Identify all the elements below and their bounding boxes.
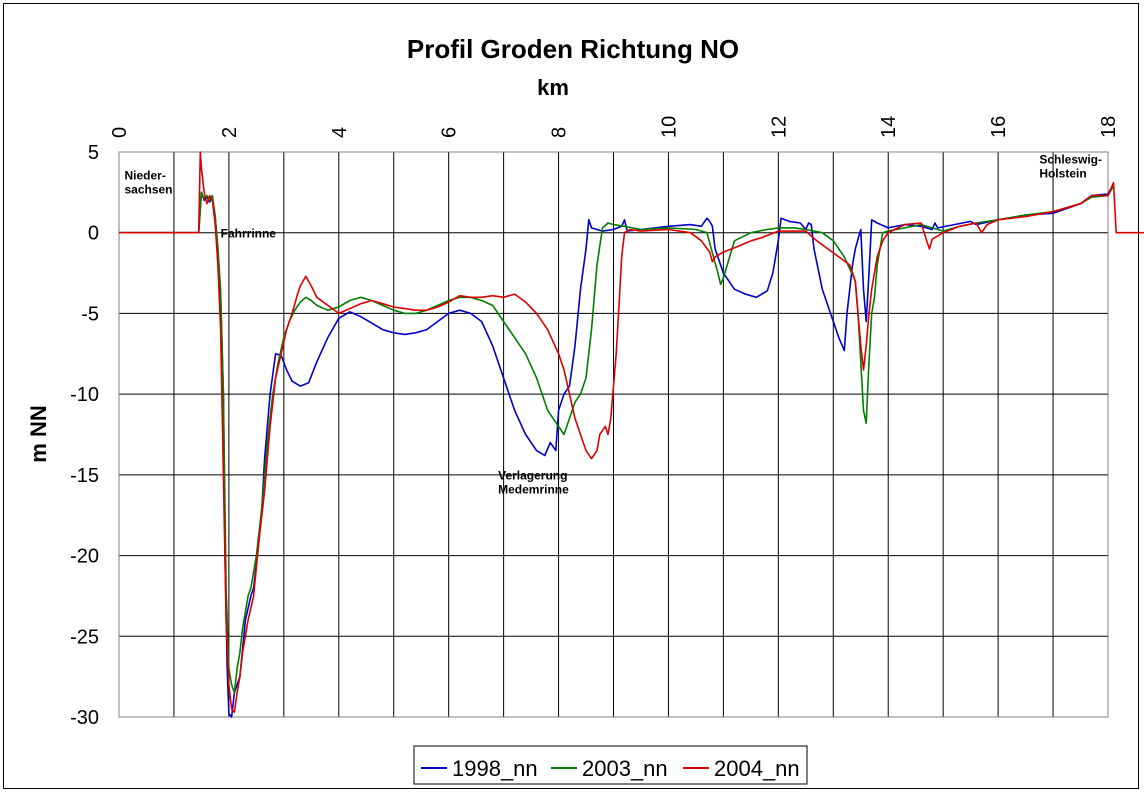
series-line-2004_nn [119, 151, 1144, 713]
series-line-1998_nn [119, 183, 1115, 718]
y-tick-label: 0 [88, 223, 99, 245]
legend-label: 1998_nn [452, 756, 538, 781]
y-tick-label: 5 [88, 142, 99, 164]
y-tick-label: -10 [70, 384, 99, 406]
x-tick-label: 4 [329, 127, 351, 138]
chart-title: Profil Groden Richtung NO [407, 34, 739, 64]
y-tick-label: -30 [70, 707, 99, 729]
y-tick-label: -15 [70, 465, 99, 487]
x-tick-label: 0 [109, 127, 131, 138]
y-tick-label: -5 [81, 303, 99, 325]
y-tick-label: -25 [70, 626, 99, 648]
legend-box [413, 745, 808, 785]
x-tick-label: 14 [878, 116, 900, 138]
y-axis-label: m NN [26, 405, 51, 462]
annotation-text: Verlagerung [498, 469, 567, 483]
x-tick-label: 10 [658, 116, 680, 138]
annotation-text: Fahrrinne [221, 227, 277, 241]
annotation-text: Medemrinne [498, 483, 569, 497]
x-tick-label: 16 [988, 116, 1010, 138]
series-line-2003_nn [119, 185, 1115, 694]
annotation-text: Nieder- [124, 168, 165, 182]
legend: 1998_nn 2003_nn 2004_nn [413, 745, 808, 785]
x-tick-label: 12 [768, 116, 790, 138]
annotation-text: Holstein [1039, 166, 1086, 180]
x-tick-label: 8 [549, 127, 571, 138]
annotation-text: Schleswig- [1039, 152, 1102, 166]
legend-label: 2004_nn [714, 756, 800, 781]
legend-label: 2003_nn [582, 756, 668, 781]
y-tick-label: -20 [70, 546, 99, 568]
x-axis-label: km [537, 75, 569, 100]
plot-border [118, 151, 1109, 718]
x-tick-label: 2 [219, 127, 241, 138]
x-tick-label: 18 [1098, 116, 1120, 138]
annotation-text: sachsen [124, 182, 172, 196]
x-tick-label: 6 [439, 127, 461, 138]
